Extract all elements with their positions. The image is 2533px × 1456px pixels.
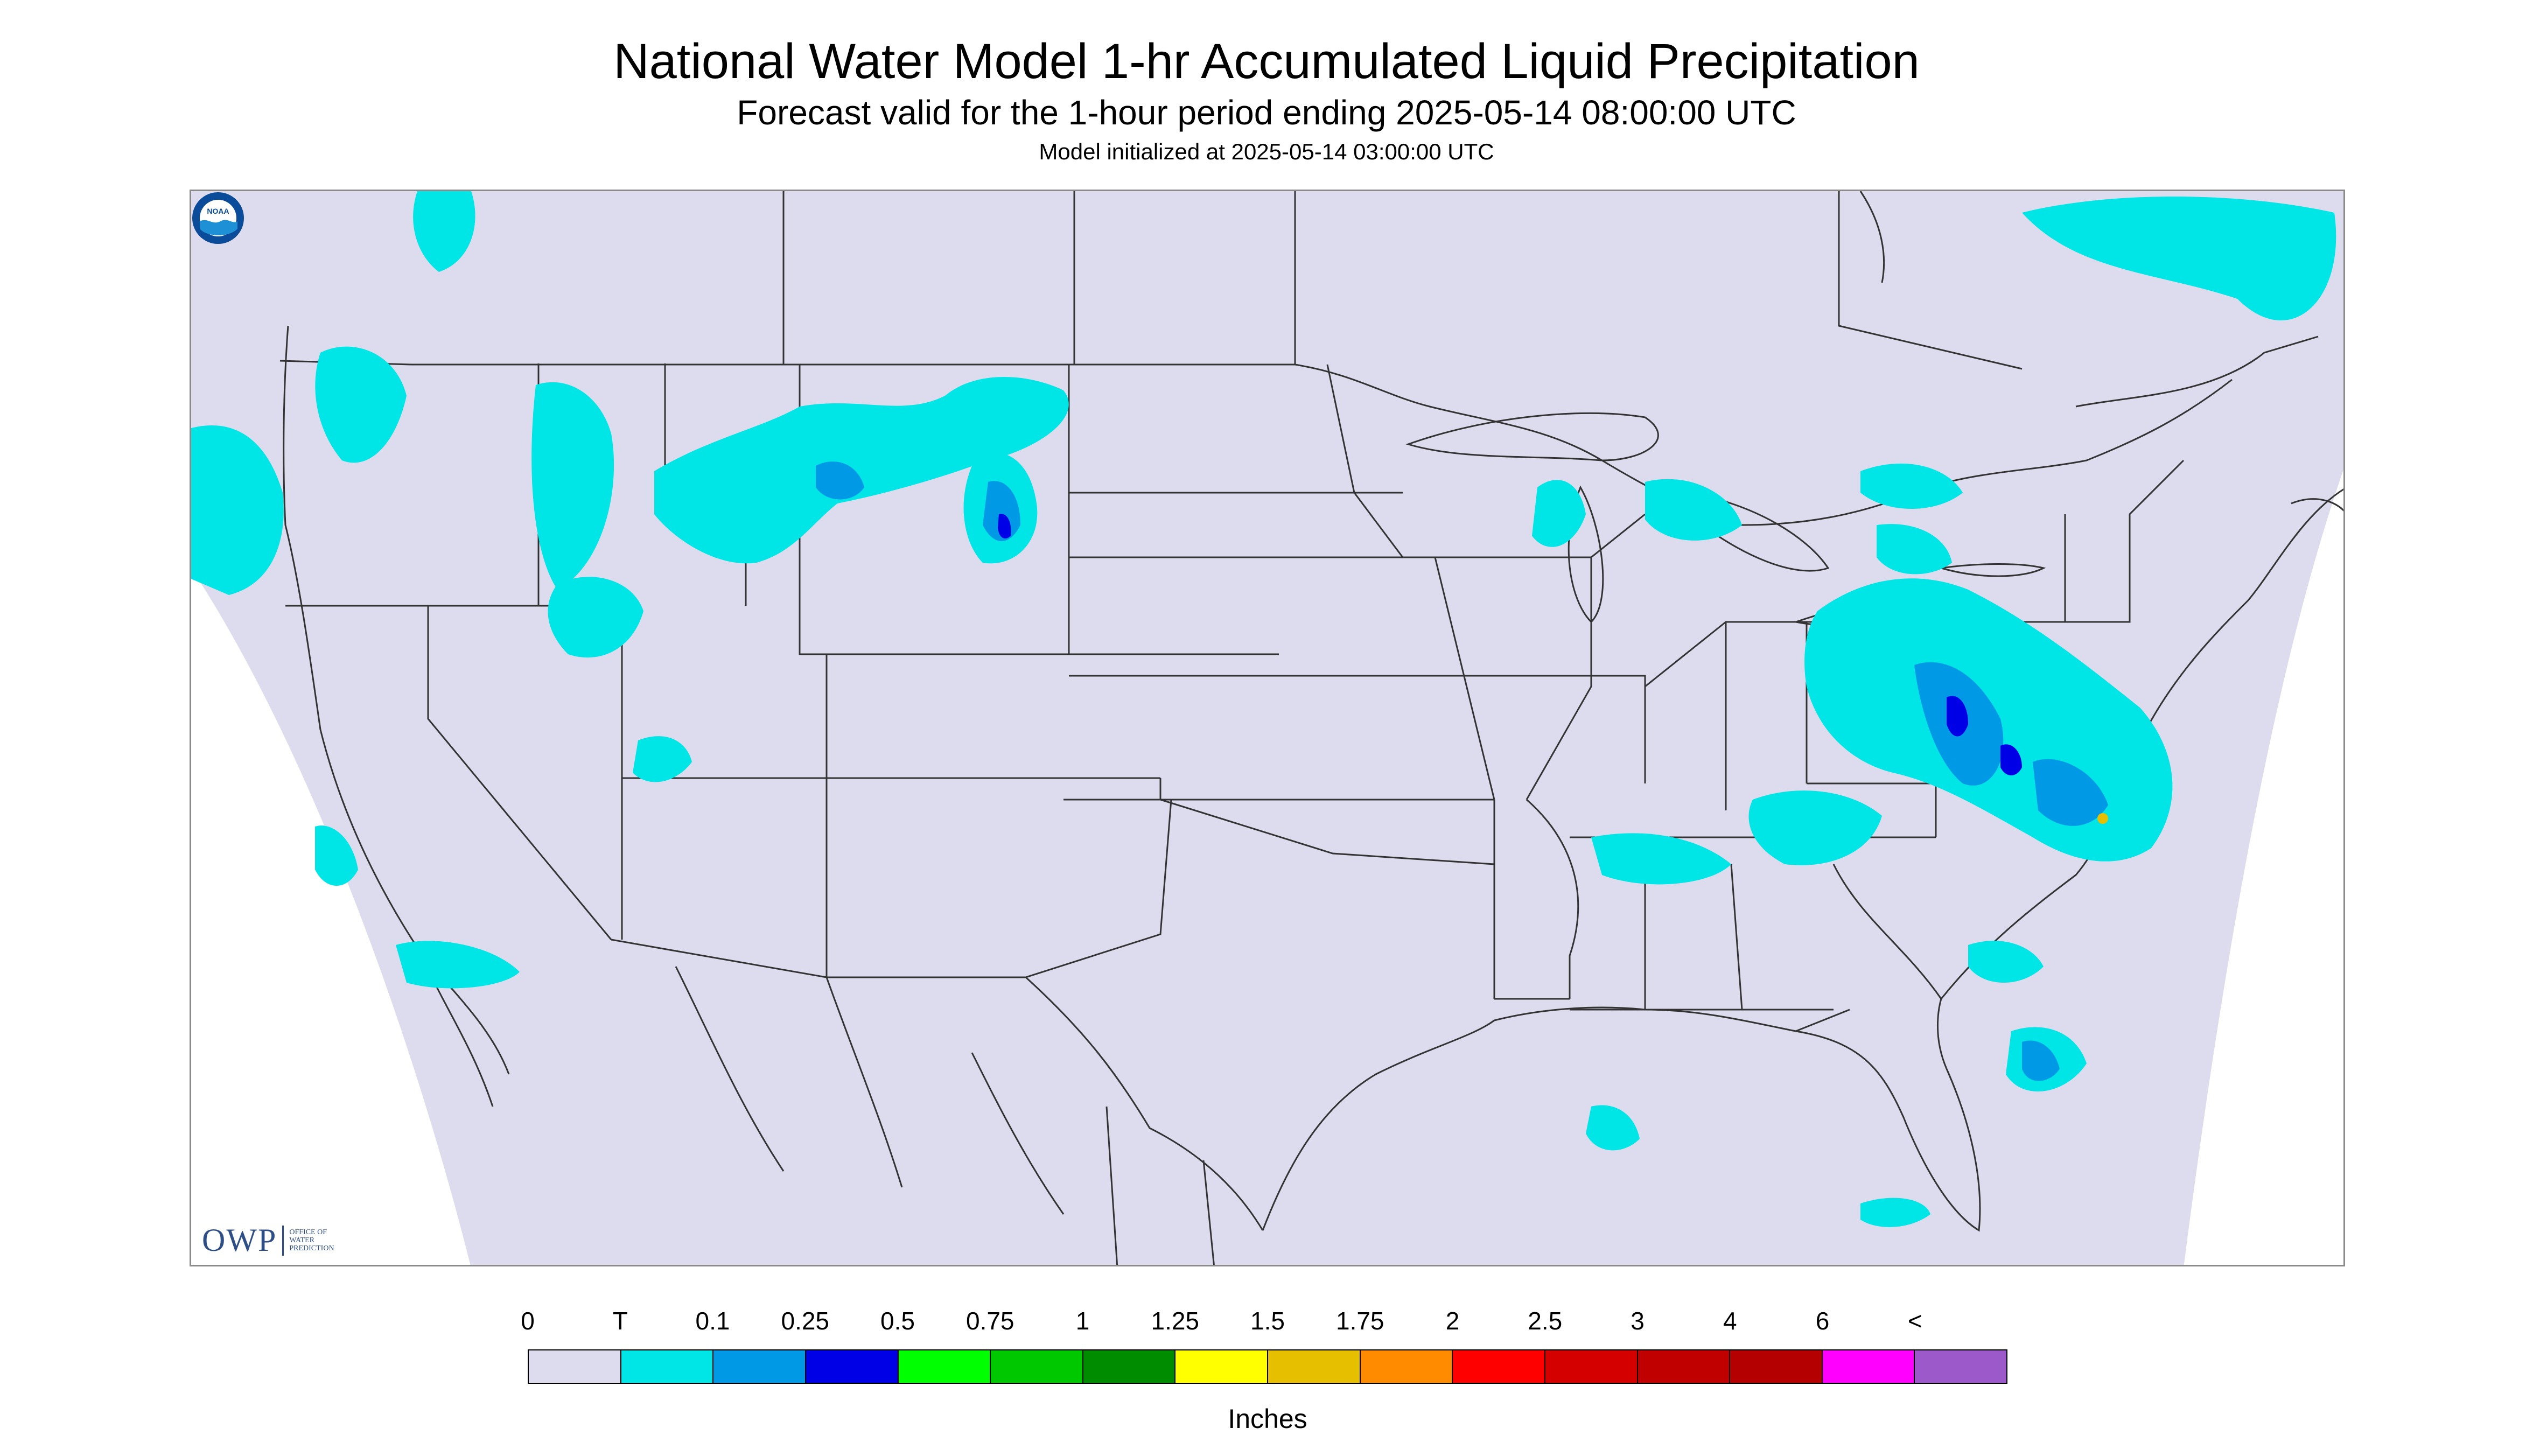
legend-tick-label: 6 [1815,1307,1830,1335]
precip-wyoming-heavy [998,514,1011,538]
precip-bc-coast [413,191,475,272]
legend-swatch [898,1350,991,1383]
precip-california-coast [315,825,358,886]
southeast-state-lines [1494,836,1942,1032]
legend-swatch [621,1350,714,1383]
legend-tick-label: 3 [1631,1307,1645,1335]
precip-great-lakes-1 [1532,480,1586,547]
precip-montana-core [816,461,864,500]
legend-color-bar [528,1349,2007,1384]
legend-tick-label: 0.5 [880,1307,915,1335]
texas-outline [1025,799,1495,1231]
great-lakes [1405,412,2046,626]
legend-swatch [1083,1350,1176,1383]
plains-state-lines [1063,364,1495,999]
legend-swatch [1360,1350,1453,1383]
owp-line-3: PREDICTION [289,1244,334,1252]
precipitation-map: OWP OFFICE OF WATER PREDICTION NOAA [190,190,2345,1266]
precip-northern-rockies [531,382,614,590]
precip-delmarva-heavy [2000,744,2022,775]
legend-swatch [1730,1350,1823,1383]
legend-swatch [1822,1350,1915,1383]
legend-swatch [1545,1350,1638,1383]
precip-pacific-nw [315,346,407,463]
canada-east-coastline [1859,191,2343,512]
legend-swatch [1915,1350,2006,1383]
mexico-lines [611,939,1215,1265]
legend-swatch [713,1350,806,1383]
legend-swatch [1175,1350,1268,1383]
map-title: National Water Model 1-hr Accumulated Li… [613,34,1920,89]
owp-logo: OWP OFFICE OF WATER PREDICTION [202,1222,365,1259]
precip-tennessee [1591,833,1731,885]
legend-swatch [991,1350,1083,1383]
legend-tick-label: 1 [1075,1307,1090,1335]
legend-tick-label: 0.75 [965,1307,1014,1335]
legend-swatch [529,1350,621,1383]
map-canvas [191,191,2343,1265]
precip-max-cell [2097,813,2108,824]
precip-idaho [548,577,643,658]
precip-blue-areas [998,514,2022,775]
legend-swatch [806,1350,899,1383]
legend-unit-label: Inches [1228,1404,1307,1434]
precip-california-south [396,941,520,989]
precip-quebec [1860,463,1963,509]
owp-line-1: OFFICE OF [289,1228,327,1236]
precip-gulf [1586,1105,1640,1151]
precip-eastern-canada [2022,197,2336,321]
legend-tick-label: < [1907,1307,1922,1335]
legend-tick-label: 1.25 [1151,1307,1200,1335]
precip-nevada [633,736,692,782]
precip-montana [654,377,1069,564]
precip-offshore-core [2033,759,2108,826]
legend-tick-label: 1.5 [1250,1307,1285,1335]
precip-ontario [1877,524,1952,575]
legend-tick-label: 0.1 [695,1307,730,1335]
precip-caribbean [1860,1198,1930,1227]
legend-tick-label: T [612,1307,628,1335]
canada-province-lines [782,191,2023,370]
legend-tick-label: 2.5 [1528,1307,1563,1335]
owp-mark: OWP [202,1222,277,1258]
init-time-caption: Model initialized at 2025-05-14 03:00:00… [1039,139,1494,164]
noaa-text: NOAA [207,207,229,215]
precip-great-lakes-2 [1645,479,1742,541]
legend-tick-label: 4 [1723,1307,1737,1335]
legend-tick-label: 0 [521,1307,535,1335]
legend-swatch [1268,1350,1361,1383]
florida-outline [1795,998,1981,1232]
owp-divider [282,1225,284,1256]
valid-time-subtitle: Forecast valid for the 1-hour period end… [737,93,1796,132]
precip-carolinas [1748,790,1882,865]
owp-line-2: WATER [289,1236,315,1244]
legend-tick-label: 0.25 [781,1307,830,1335]
precip-atlantic-1 [1968,941,2044,983]
precip-atlantic-core [2022,1040,2060,1081]
noaa-seal-icon: NOAA [192,192,244,244]
owp-subtext: OFFICE OF WATER PREDICTION [289,1228,365,1252]
precip-legend: 0 T 0.1 0.25 0.5 0.75 1 1.25 1.5 1.75 2 2.5 3 4 6 < Inc… [521,1302,2007,1455]
precip-pacific-offshore [191,425,284,595]
legend-swatch [1638,1350,1731,1383]
legend-tick-label: 2 [1445,1307,1460,1335]
precip-chesapeake-heavy [1947,696,1968,737]
legend-tick-label: 1.75 [1335,1307,1384,1335]
precip-wyoming-core [983,481,1020,541]
legend-swatch [1453,1350,1545,1383]
